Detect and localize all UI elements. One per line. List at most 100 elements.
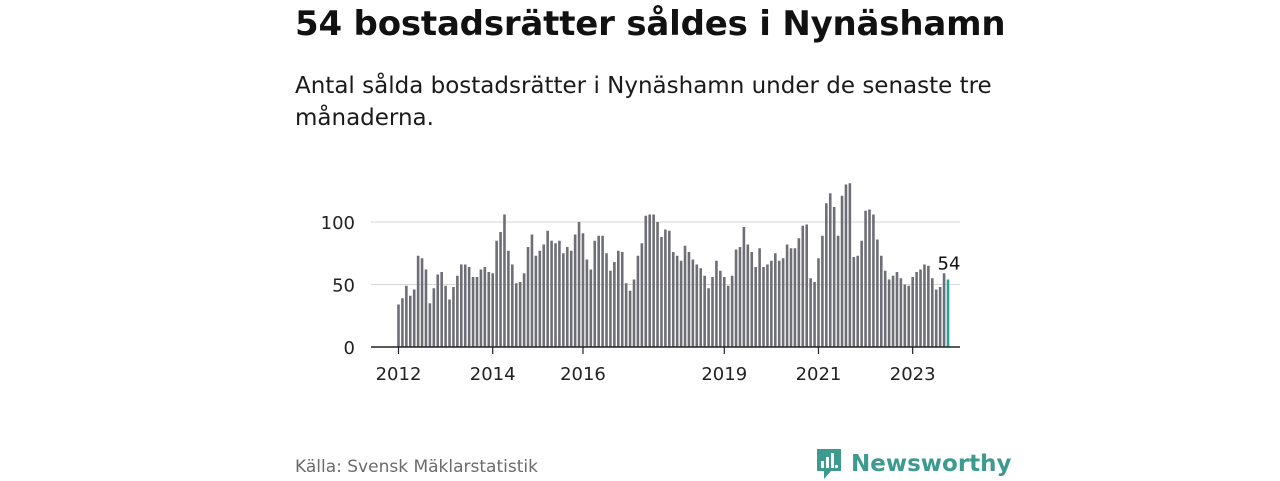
bar xyxy=(715,260,718,347)
x-tick-label: 2019 xyxy=(701,364,747,385)
bar xyxy=(931,278,934,347)
bar xyxy=(511,264,514,347)
bar xyxy=(942,273,946,347)
bar xyxy=(613,262,616,347)
x-tick-label: 2012 xyxy=(376,364,422,385)
bar xyxy=(879,255,883,347)
newsworthy-logo-text: Newsworthy xyxy=(851,451,1012,477)
bar xyxy=(774,253,777,347)
bar xyxy=(636,255,640,347)
bar xyxy=(452,287,455,347)
bar xyxy=(660,237,663,347)
bar xyxy=(522,273,526,347)
bar xyxy=(687,252,691,347)
bar xyxy=(605,253,608,347)
x-tick-label: 2021 xyxy=(796,364,842,385)
bar xyxy=(448,299,451,347)
bar xyxy=(919,269,922,347)
bar xyxy=(938,287,942,347)
bar xyxy=(487,272,491,347)
bar xyxy=(546,230,549,347)
bar xyxy=(632,279,636,347)
bar xyxy=(852,257,856,347)
highlight-bar xyxy=(946,279,950,347)
bar xyxy=(463,264,467,347)
source-note: Källa: Svensk Mäklarstatistik xyxy=(295,457,538,477)
bar xyxy=(617,250,620,347)
bar xyxy=(793,248,797,347)
bar xyxy=(569,250,573,347)
bar xyxy=(456,275,459,347)
bar xyxy=(805,224,808,347)
bar xyxy=(542,244,546,347)
bar xyxy=(844,184,848,347)
bar xyxy=(872,214,875,347)
bar xyxy=(813,282,816,347)
bar xyxy=(887,279,891,347)
bar xyxy=(860,240,863,347)
bar xyxy=(781,258,785,347)
highlight-value-label: 54 xyxy=(938,254,961,275)
x-tick-label: 2023 xyxy=(890,364,936,385)
bar xyxy=(801,225,805,347)
bar xyxy=(593,240,597,347)
bar xyxy=(664,229,667,347)
bar xyxy=(825,203,828,347)
bar xyxy=(789,248,793,347)
y-tick-label: 100 xyxy=(321,213,355,234)
bar xyxy=(518,282,522,347)
bar xyxy=(762,267,765,347)
bar xyxy=(864,210,867,347)
bar xyxy=(730,275,734,347)
bar xyxy=(495,240,498,347)
newsworthy-logo-icon xyxy=(817,449,841,479)
bar xyxy=(467,267,471,347)
bar xyxy=(703,275,706,347)
bar xyxy=(401,298,404,347)
bar xyxy=(471,277,475,347)
bar xyxy=(554,243,557,347)
bar xyxy=(424,269,428,347)
bar xyxy=(620,252,624,347)
bar xyxy=(538,250,542,347)
bar xyxy=(809,278,812,347)
bar xyxy=(671,252,675,347)
bar xyxy=(491,273,494,347)
bar xyxy=(420,258,424,347)
bar xyxy=(742,227,746,347)
bar xyxy=(526,247,530,347)
bar xyxy=(585,259,589,347)
bar xyxy=(934,289,938,347)
bar xyxy=(691,259,695,347)
bar xyxy=(719,270,722,347)
bar xyxy=(597,235,600,347)
bar xyxy=(581,233,585,347)
bar xyxy=(675,255,679,347)
x-tick-label: 2016 xyxy=(560,364,606,385)
bar xyxy=(868,209,871,347)
bar xyxy=(923,264,926,347)
bar xyxy=(628,290,632,347)
bar xyxy=(601,235,604,347)
bar xyxy=(754,267,757,347)
bar xyxy=(648,214,651,347)
bar xyxy=(746,244,750,347)
bar xyxy=(770,260,773,347)
bar xyxy=(766,264,769,347)
bar xyxy=(440,272,443,347)
bar xyxy=(903,284,907,347)
bar xyxy=(652,214,655,347)
bar xyxy=(907,285,911,347)
bar xyxy=(432,288,436,347)
page-title: 54 bostadsrätter såldes i Nynäshamn xyxy=(295,4,1006,44)
bar xyxy=(695,264,699,347)
bar xyxy=(785,244,789,347)
bar xyxy=(514,283,518,347)
bar xyxy=(750,252,754,347)
bar xyxy=(507,250,510,347)
bar xyxy=(577,222,581,347)
bar xyxy=(797,238,801,347)
bar xyxy=(499,232,502,347)
bar xyxy=(475,277,479,347)
